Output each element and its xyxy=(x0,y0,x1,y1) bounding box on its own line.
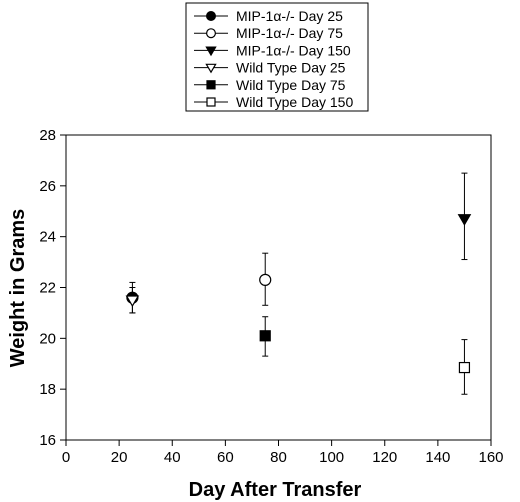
legend-entry: MIP-1α-/- Day 75 xyxy=(236,25,343,41)
legend-entry: MIP-1α-/- Day 25 xyxy=(236,8,343,24)
data-point-3 xyxy=(457,214,472,226)
legend-marker xyxy=(206,11,217,22)
x-axis: 0 20 40 60 80 100 120 140 160 xyxy=(62,440,504,466)
y-tick-label: 18 xyxy=(39,381,56,398)
legend-entry: Wild Type Day 150 xyxy=(236,94,353,110)
legend-box xyxy=(185,2,369,112)
axes: 0 20 40 60 80 100 120 140 160 16 18 20 22 24 26 28 xyxy=(39,127,503,466)
data-point-4 xyxy=(125,295,140,308)
x-tick-label: 160 xyxy=(478,449,503,466)
data-point-2 xyxy=(259,273,272,286)
y-tick-label: 20 xyxy=(39,330,56,347)
x-tick-label: 120 xyxy=(372,449,397,466)
x-tick-label: 140 xyxy=(425,449,450,466)
x-tick-label: 60 xyxy=(217,449,234,466)
y-tick-label: 16 xyxy=(39,432,56,449)
data-marks xyxy=(125,172,472,395)
y-tick-label: 26 xyxy=(39,178,56,195)
y-axis-title: Weight in Grams xyxy=(7,209,29,368)
x-tick-label: 80 xyxy=(270,449,287,466)
legend-entry: Wild Type Day 25 xyxy=(236,60,346,76)
data-point-6 xyxy=(458,361,471,374)
legend-marker xyxy=(205,63,217,74)
legend-entry: MIP-1α-/- Day 150 xyxy=(236,42,351,58)
legend-marker xyxy=(206,28,217,39)
x-axis-title: Day After Transfer xyxy=(189,479,362,501)
y-tick-label: 22 xyxy=(39,280,56,297)
x-tick-label: 40 xyxy=(164,449,181,466)
x-tick-label: 20 xyxy=(111,449,128,466)
x-tick-label: 0 xyxy=(62,449,70,466)
y-tick-label: 24 xyxy=(39,229,56,246)
legend-marker xyxy=(206,97,216,107)
data-point-5 xyxy=(259,330,271,342)
legend-marker xyxy=(206,80,216,90)
y-tick-label: 28 xyxy=(39,127,56,144)
y-axis: 16 18 20 22 24 26 28 xyxy=(39,127,66,449)
x-tick-label: 100 xyxy=(319,449,344,466)
legend-marker xyxy=(205,46,217,57)
legend-entry: Wild Type Day 75 xyxy=(236,77,346,93)
